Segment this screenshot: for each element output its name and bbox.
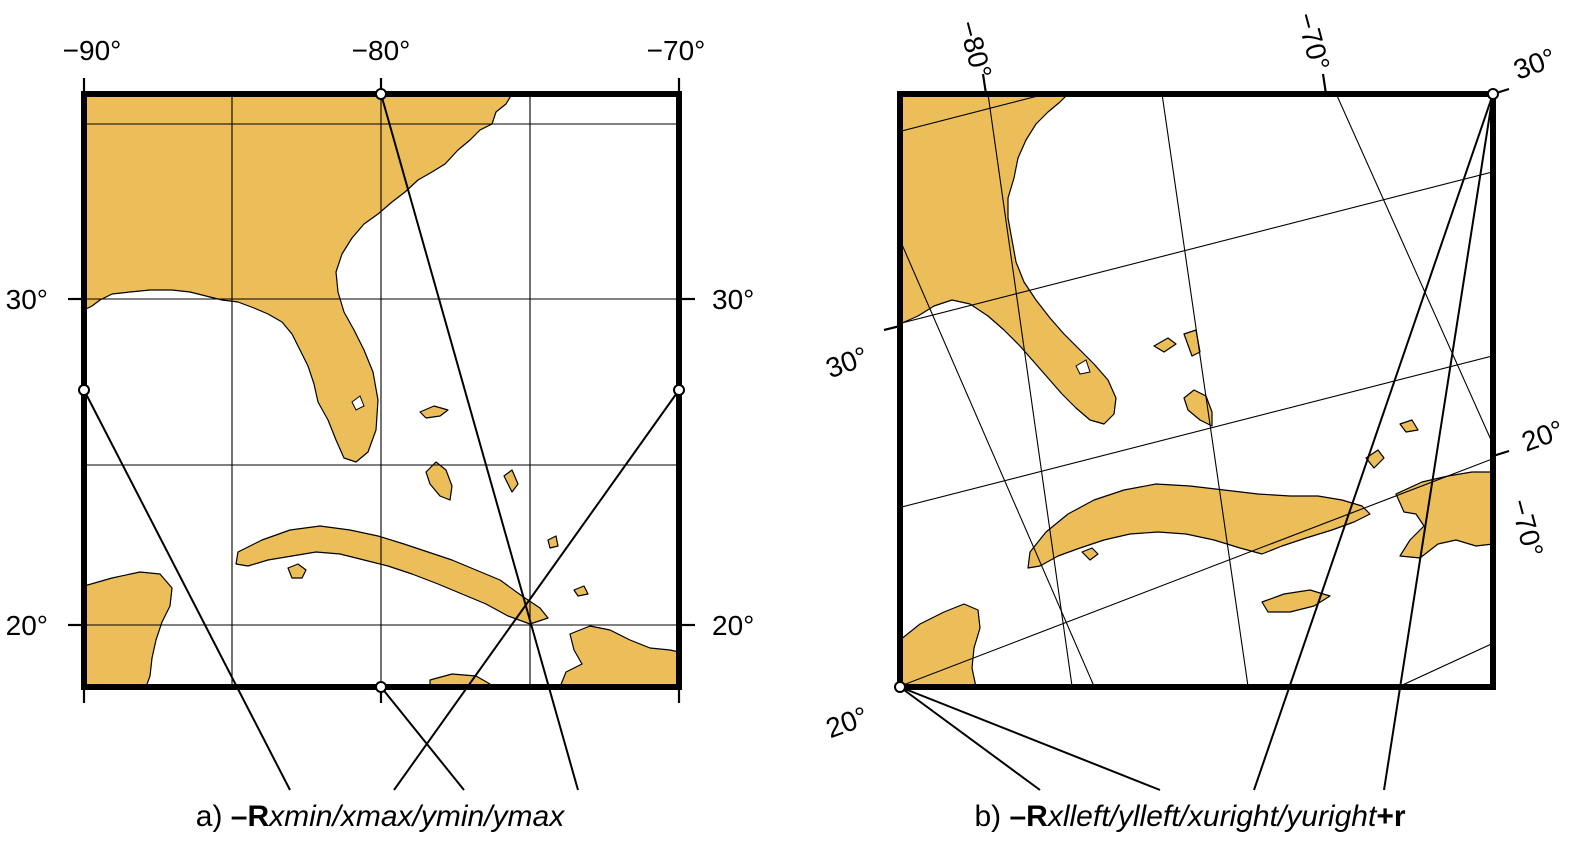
map-b-graticule	[900, 94, 1493, 687]
map-a-left-label-2: 20°	[6, 610, 48, 641]
map-a-bahamas-island	[547, 535, 559, 549]
map-b-parallel	[900, 458, 1493, 687]
map-a-yucatan	[84, 571, 173, 687]
map-a-caption-flag: –R	[231, 800, 270, 833]
map-b-caption-flag: –R	[1009, 800, 1048, 833]
map-b-us-landmass	[900, 94, 1117, 425]
map-b-caption-suffix: +r	[1376, 800, 1406, 833]
map-b-caption: b) –Rxlleft/ylleft/xuright/yuright+r	[974, 800, 1405, 833]
map-b-top-label-2: −70°	[1291, 9, 1336, 74]
map-b-bahamas-abaco	[1153, 337, 1177, 353]
map-b-tick	[1492, 449, 1510, 458]
map-a: −90° −80° −70° 30° 20° 30° 20° a) –Rxmin…	[6, 35, 755, 833]
map-a-leader-ymin	[380, 686, 465, 791]
map-b-caption-prefix: b)	[974, 800, 1009, 833]
map-a-bahamas-island	[503, 469, 519, 493]
map-a-graticule	[84, 94, 679, 687]
map-a-marker-south	[375, 681, 387, 693]
map-a-right-label-2: 20°	[712, 610, 754, 641]
map-b-bahamas-andros	[1183, 389, 1213, 427]
map-a-bahamas-abaco	[419, 405, 449, 419]
map-b-right-label-1: 20°	[1517, 414, 1567, 458]
map-a-caption-prefix: a)	[196, 800, 231, 833]
map-a-leader-xmin	[83, 389, 291, 791]
map-a-leaders	[83, 93, 680, 791]
map-b-top-label-1: −80°	[953, 17, 998, 82]
map-b-caption-args: xlleft/ylleft/xuright/yuright	[1046, 800, 1378, 833]
map-b-leader-xlleft	[899, 686, 1041, 791]
map-a-marker-west	[78, 384, 90, 396]
map-b-land	[900, 94, 1493, 687]
map-b-leader-ylleft	[899, 686, 1161, 791]
map-b-marker-upper-right	[1487, 88, 1499, 100]
map-a-top-label-1: −90°	[63, 35, 122, 66]
map-b-parallel	[900, 171, 1493, 325]
map-b-jamaica	[1261, 589, 1331, 613]
map-b-frame	[897, 91, 1496, 690]
map-b-bahamas-island	[1399, 419, 1419, 433]
map-a-caption: a) –Rxmin/xmax/ymin/ymax	[196, 800, 565, 833]
map-a-ticks	[68, 78, 695, 703]
map-b-meridian	[900, 239, 1095, 687]
map-a-bahamas-andros	[425, 461, 453, 501]
map-a-isle-of-youth	[287, 563, 307, 579]
map-a-marker-north	[375, 88, 387, 100]
map-a-land	[84, 94, 679, 687]
map-a-bahamas-island	[573, 585, 589, 597]
map-b-tick	[883, 324, 901, 332]
map-b-leaders	[899, 93, 1494, 791]
map-b-corner-label: 30°	[1509, 42, 1559, 86]
map-a-us-landmass	[84, 94, 513, 463]
map-b-hispaniola	[1395, 471, 1493, 559]
map-b-yucatan	[900, 603, 981, 687]
map-a-marker-east	[673, 384, 685, 396]
map-b-lake	[1075, 359, 1091, 375]
map-b-leader-yuright	[1383, 93, 1494, 791]
map-a-left-label-1: 30°	[6, 284, 48, 315]
map-b-leader-xuright	[1253, 93, 1494, 791]
map-b-parallel	[900, 355, 1493, 509]
map-b-left-label-1: 30°	[822, 341, 872, 385]
map-b-isle-of-youth	[1081, 547, 1099, 561]
map-b-bahamas-island	[1365, 449, 1385, 469]
map-b-meridian	[1335, 94, 1493, 446]
map-a-right-label-1: 30°	[712, 284, 754, 315]
map-b-parallel	[900, 94, 1048, 132]
map-b-parallel	[1396, 642, 1493, 687]
map-b-meridian	[987, 94, 1073, 687]
map-b-marker-lower-left	[894, 681, 906, 693]
map-a-top-label-3: −70°	[647, 35, 706, 66]
map-a-leader-ymax	[380, 93, 579, 791]
map-b-tick	[1321, 73, 1328, 95]
map-a-leader-xmax	[393, 389, 680, 791]
map-b: −80° −70° 30° 30° 20° 20° −70° b) –Rxlle…	[822, 9, 1568, 833]
map-b-tick	[981, 73, 988, 95]
map-b-cuba	[1027, 483, 1371, 569]
map-b-left-label-2: 20°	[822, 701, 872, 745]
map-b-meridian	[1161, 94, 1249, 687]
map-b-right-label-2: −70°	[1504, 496, 1549, 561]
map-a-hispaniola	[559, 625, 679, 687]
map-a-lake	[351, 395, 365, 411]
map-a-top-label-2: −80°	[352, 35, 411, 66]
map-a-caption-args: xmin/xmax/ymin/ymax	[267, 800, 565, 833]
